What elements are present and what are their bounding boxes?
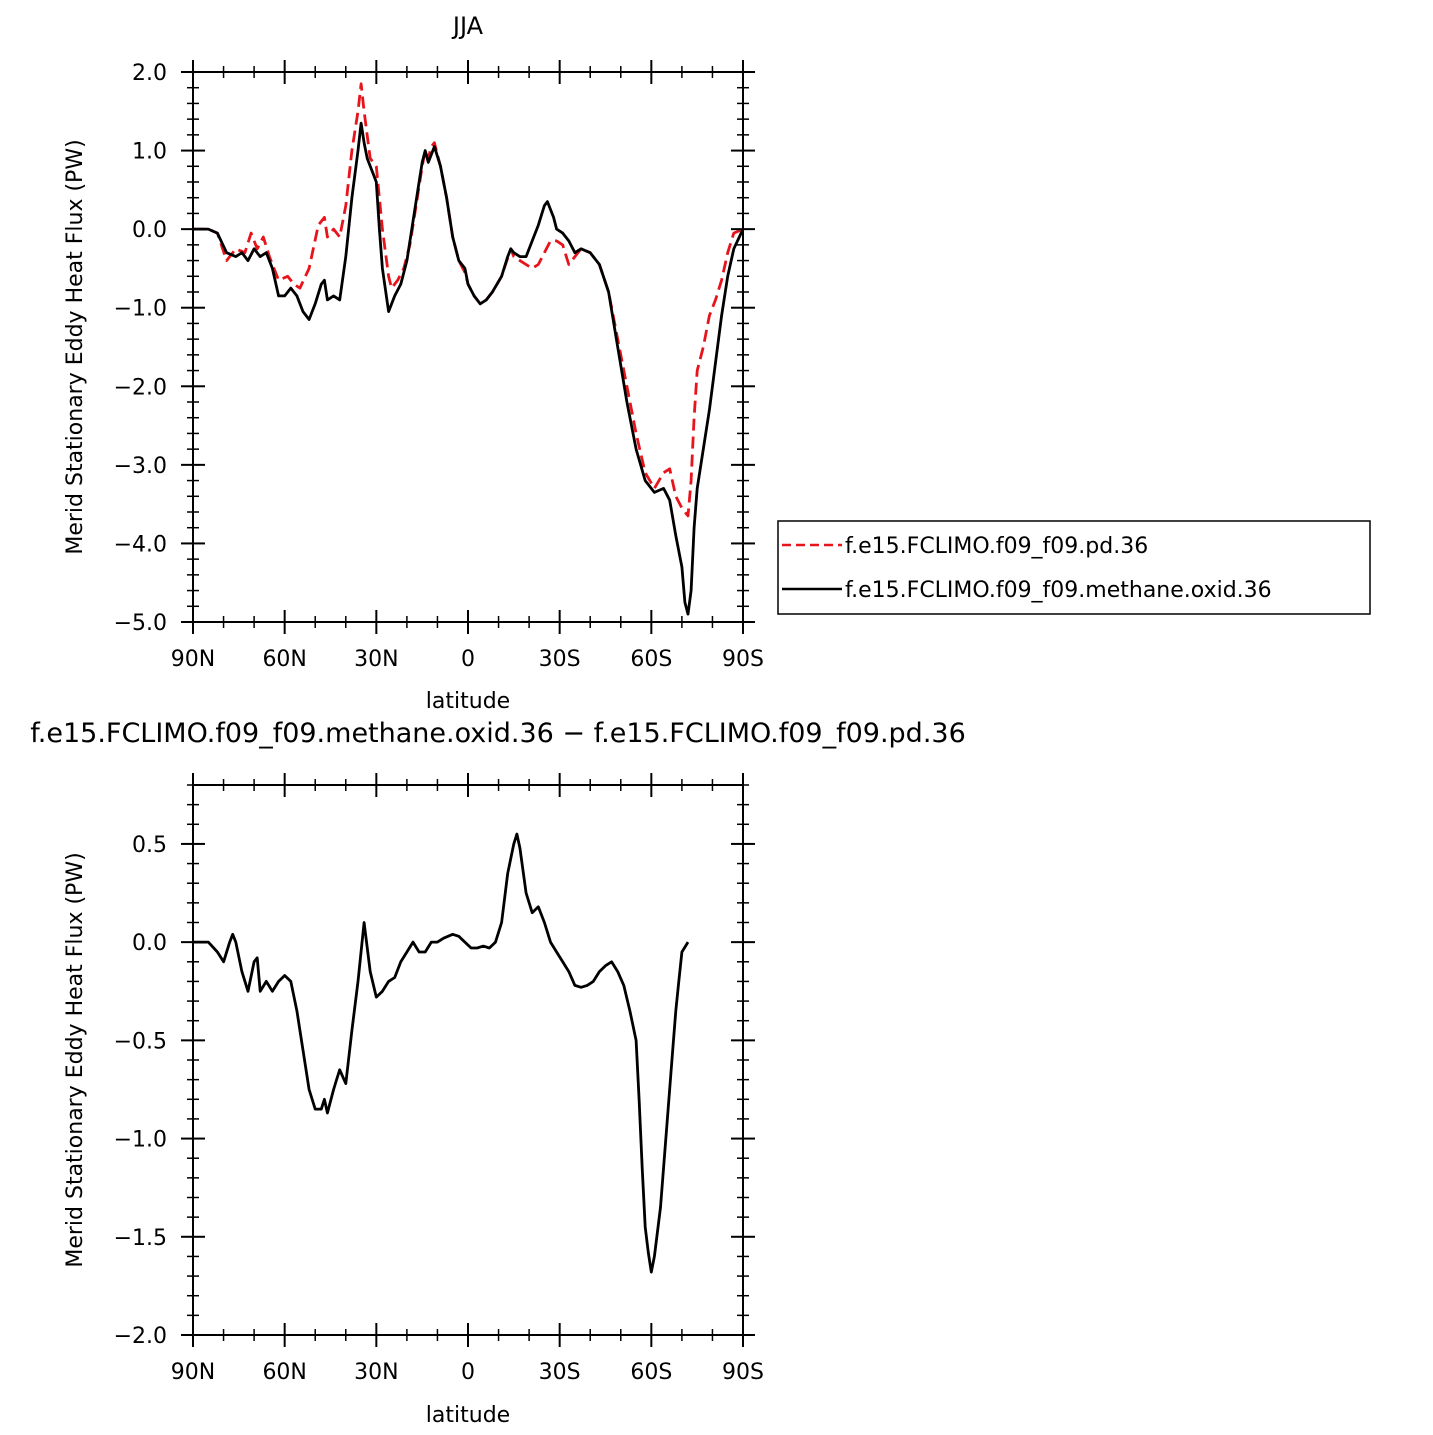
bottom-y-axis-label: Merid Stationary Eddy Heat Flux (PW): [63, 852, 88, 1267]
bottom-series-lines: [193, 832, 690, 1274]
bottom-y-tick-label: −1.0: [114, 1128, 167, 1153]
top-y-tick-label: 2.0: [132, 61, 167, 86]
top-series-line-0: [193, 82, 744, 518]
bottom-plot-frame: [192, 784, 744, 1336]
top-y-tick-label: −5.0: [114, 611, 167, 636]
top-y-tick-label: 1.0: [132, 140, 167, 165]
top-y-tick-label: −4.0: [114, 532, 167, 557]
bottom-x-tick-label: 90S: [722, 1360, 764, 1385]
bottom-x-tick-label: 60S: [630, 1360, 672, 1385]
bottom-panel: f.e15.FCLIMO.f09_f09.methane.oxid.36 − f…: [30, 718, 966, 1428]
bottom-y-tick-label: −1.5: [114, 1226, 167, 1251]
legend-entry-pd: f.e15.FCLIMO.f09_f09.pd.36: [845, 534, 1148, 559]
legend: f.e15.FCLIMO.f09_f09.pd.36 f.e15.FCLIMO.…: [777, 520, 1371, 615]
bottom-x-tick-label: 90N: [171, 1360, 215, 1385]
bottom-x-axis-label: latitude: [426, 1403, 510, 1428]
top-y-tick-label: −2.0: [114, 375, 167, 400]
top-x-tick-label: 30N: [354, 647, 398, 672]
bottom-x-tick-label: 30N: [354, 1360, 398, 1385]
top-plot-frame: [192, 71, 744, 623]
bottom-axes: 90N 60N 30N 0 30S 60S 90S 0.5 0.0 −0.5 −1.0 −1.5 −2.…: [114, 773, 764, 1385]
top-series-lines: [193, 82, 745, 616]
top-x-tick-label: 90S: [722, 647, 764, 672]
legend-box: [777, 520, 1371, 615]
bottom-series-line-0: [193, 832, 690, 1274]
bottom-y-tick-label: 0.5: [132, 833, 167, 858]
top-x-tick-label: 60S: [630, 647, 672, 672]
bottom-y-tick-label: −2.0: [114, 1324, 167, 1349]
top-x-axis-label: latitude: [426, 689, 510, 714]
bottom-y-tick-label: −0.5: [114, 1029, 167, 1054]
top-x-tick-label: 90N: [171, 647, 215, 672]
top-series-line-1: [193, 121, 745, 616]
top-x-tick-label: 0: [461, 647, 475, 672]
top-y-tick-label: −1.0: [114, 297, 167, 322]
top-x-tick-label: 60N: [262, 647, 306, 672]
top-y-axis-label: Merid Stationary Eddy Heat Flux (PW): [63, 139, 88, 554]
bottom-x-tick-label: 30S: [539, 1360, 581, 1385]
top-axes: 90N 60N 30N 0 30S 60S 90S 2.0 1.0 0.0 −1.0 −2.0 −3.0…: [114, 60, 764, 672]
top-y-tick-label: −3.0: [114, 454, 167, 479]
top-x-tick-label: 30S: [539, 647, 581, 672]
bottom-x-tick-label: 0: [461, 1360, 475, 1385]
top-y-tick-label: 0.0: [132, 218, 167, 243]
bottom-y-tick-label: 0.0: [132, 931, 167, 956]
top-chart-title: JJA: [451, 12, 484, 40]
bottom-chart-title: f.e15.FCLIMO.f09_f09.methane.oxid.36 − f…: [30, 718, 966, 749]
legend-entry-methane: f.e15.FCLIMO.f09_f09.methane.oxid.36: [845, 578, 1272, 603]
bottom-x-tick-label: 60N: [262, 1360, 306, 1385]
top-panel: JJA 90N 60N 30N 0 30S 60S 90S 2.0 1.0 0.0 −1.0 −2.0…: [63, 12, 764, 714]
